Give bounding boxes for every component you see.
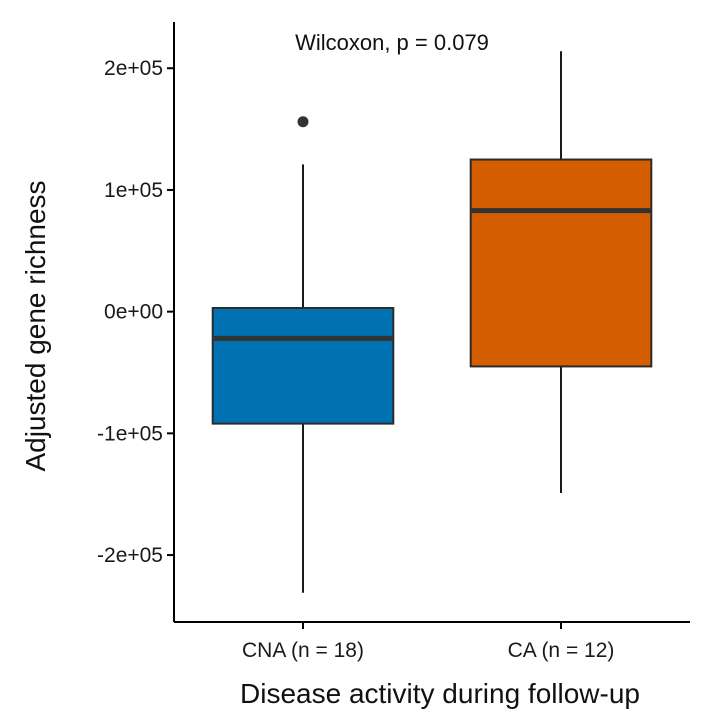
x-tick-label: CA (n = 12)	[508, 639, 615, 662]
test-annotation: Wilcoxon, p = 0.079	[295, 30, 489, 55]
boxes-layer	[211, 51, 653, 593]
y-tick-label: -2e+05	[97, 544, 163, 567]
box-iqr	[211, 307, 395, 425]
y-tick-label: 2e+05	[104, 57, 163, 80]
box-group	[469, 51, 653, 493]
x-axis-title: Disease activity during follow-up	[240, 678, 640, 709]
y-tick-label: -1e+05	[97, 422, 163, 445]
y-tick-label: 1e+05	[104, 179, 163, 202]
y-axis: -2e+05 -1e+05 0e+00 1e+05 2e+05	[97, 22, 175, 622]
outlier-point	[297, 116, 309, 128]
y-axis-title: Adjusted gene richness	[20, 180, 51, 471]
x-tick-label: CNA (n = 18)	[242, 639, 364, 662]
y-tick-label: 0e+00	[104, 301, 163, 324]
box-group	[211, 116, 395, 593]
box-iqr	[469, 158, 653, 368]
x-axis: CNA (n = 18) CA (n = 12)	[174, 621, 690, 662]
